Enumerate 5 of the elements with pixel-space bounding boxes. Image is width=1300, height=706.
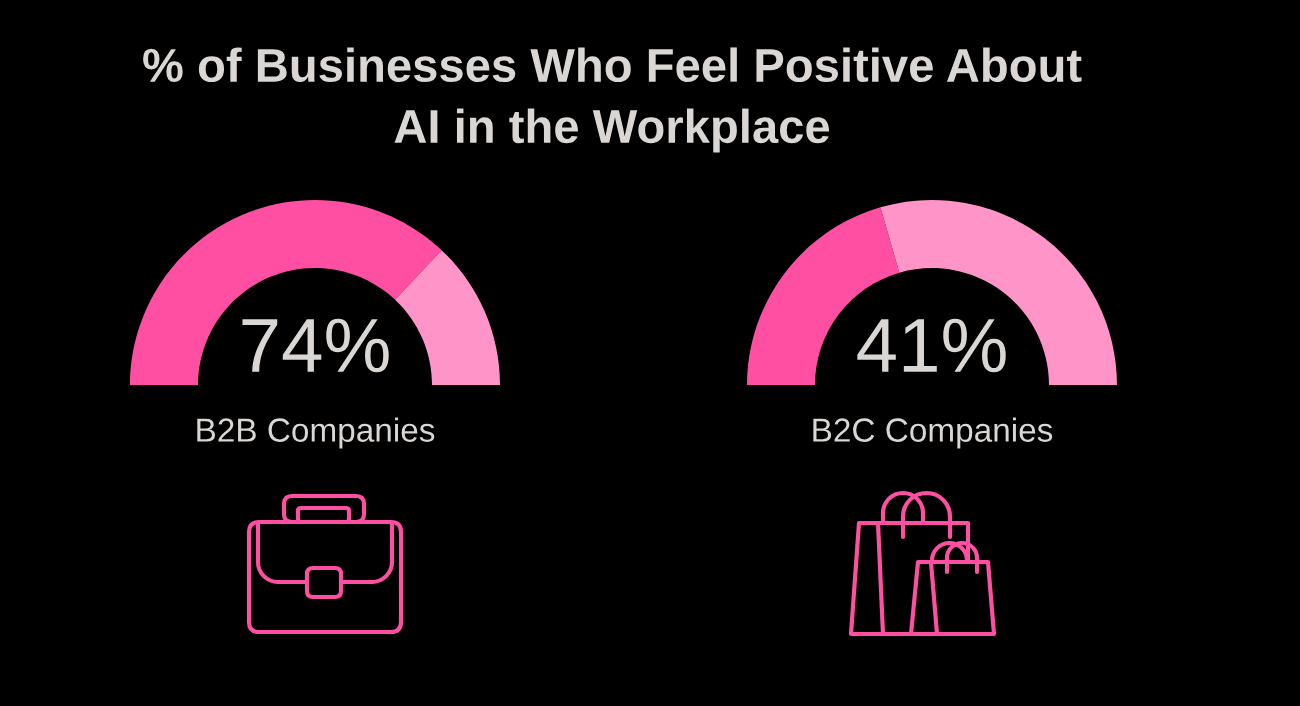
text: % of Businesses Who Feel Positive About AI in the Workplace: [143, 47, 1082, 153]
text: B2C Companies: [813, 417, 1053, 449]
data-label: 41%: [857, 318, 1006, 373]
text: B2B Companies: [197, 417, 435, 449]
data-label: 74%: [242, 318, 389, 373]
